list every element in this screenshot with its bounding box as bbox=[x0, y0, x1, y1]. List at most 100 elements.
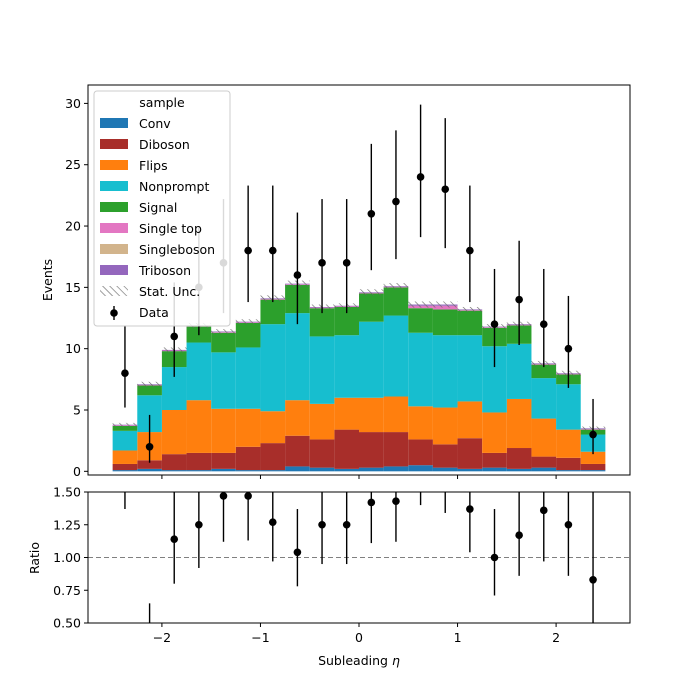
data-point bbox=[170, 332, 179, 341]
data-point bbox=[490, 320, 499, 328]
bar-diboson bbox=[408, 439, 433, 466]
ratio-point bbox=[515, 531, 523, 540]
bar-signal bbox=[531, 364, 557, 379]
bar-nonprompt bbox=[186, 342, 212, 401]
legend-label: Single top bbox=[139, 221, 202, 236]
legend-label: Flips bbox=[139, 158, 168, 173]
bar-conv bbox=[506, 468, 532, 472]
bar-conv bbox=[556, 470, 581, 472]
bar-diboson bbox=[235, 446, 261, 471]
data-point bbox=[121, 369, 129, 378]
y-tick-label: 10 bbox=[65, 341, 81, 356]
bar-flips bbox=[408, 406, 433, 440]
bar-nonprompt bbox=[506, 343, 532, 399]
legend-swatch bbox=[100, 139, 128, 149]
stat-unc-band bbox=[408, 301, 433, 308]
bar-diboson bbox=[211, 452, 236, 469]
bar-diboson bbox=[285, 435, 310, 467]
data-point bbox=[342, 259, 351, 267]
bar-flips bbox=[531, 418, 557, 457]
x-tick-label: −2 bbox=[153, 630, 171, 645]
main-plot-panel: 0 5 10 15 20 25 30 Events bbox=[40, 84, 631, 479]
bar-nonprompt bbox=[457, 335, 483, 402]
bar-conv bbox=[432, 467, 458, 472]
ratio-point bbox=[367, 498, 376, 507]
bar-diboson bbox=[334, 429, 359, 469]
bar-diboson bbox=[359, 432, 384, 468]
bar-nonprompt bbox=[112, 430, 138, 451]
x-axis-title: Subleading η bbox=[318, 653, 400, 668]
bar-signal bbox=[260, 299, 286, 325]
bar-flips bbox=[334, 397, 359, 430]
bar-diboson bbox=[112, 463, 138, 471]
bar-diboson bbox=[161, 454, 187, 471]
legend-swatch-stat-unc bbox=[100, 286, 128, 296]
y-tick-label: 25 bbox=[65, 157, 81, 172]
bar-conv bbox=[309, 467, 335, 472]
bar-flips bbox=[285, 400, 310, 436]
bar-flips bbox=[211, 408, 236, 453]
bar-signal bbox=[408, 308, 433, 333]
stat-unc-band bbox=[235, 319, 261, 325]
bar-flips bbox=[161, 410, 187, 455]
bar-conv bbox=[186, 470, 212, 472]
stat-unc-band bbox=[112, 422, 138, 427]
bar-signal bbox=[359, 293, 384, 322]
y-tick-label: 0 bbox=[73, 464, 81, 479]
bar-diboson bbox=[137, 460, 162, 469]
x-tick-label: 1 bbox=[454, 630, 462, 645]
bar-nonprompt bbox=[432, 335, 458, 408]
bar-nonprompt bbox=[408, 332, 433, 407]
ratio-point bbox=[564, 520, 573, 529]
bar-conv bbox=[211, 468, 236, 472]
bar-conv bbox=[457, 468, 483, 472]
bar-conv bbox=[408, 465, 433, 472]
bar-signal bbox=[457, 310, 483, 336]
bar-flips bbox=[457, 401, 483, 439]
legend-swatch bbox=[100, 244, 128, 254]
y-tick-label: 5 bbox=[73, 403, 81, 418]
bar-flips bbox=[580, 451, 606, 464]
ratio-point bbox=[490, 553, 499, 562]
bar-conv bbox=[285, 466, 310, 472]
bar-signal bbox=[432, 309, 458, 336]
legend-label: Conv bbox=[139, 116, 171, 131]
bar-flips bbox=[186, 400, 212, 453]
data-point bbox=[367, 209, 376, 218]
bar-flips bbox=[309, 403, 335, 440]
ratio-point bbox=[219, 492, 228, 500]
bar-conv bbox=[482, 467, 507, 472]
y-tick-label: 20 bbox=[65, 219, 81, 234]
bar-diboson bbox=[309, 439, 335, 468]
legend-label: Signal bbox=[139, 200, 177, 215]
bar-nonprompt bbox=[309, 336, 335, 404]
ratio-point bbox=[318, 520, 326, 529]
legend-label: Stat. Unc. bbox=[139, 284, 200, 299]
bar-conv bbox=[112, 470, 138, 472]
data-point bbox=[145, 442, 154, 451]
bar-flips bbox=[506, 398, 532, 449]
data-point bbox=[466, 246, 474, 255]
bar-nonprompt bbox=[211, 352, 236, 409]
legend-label: Data bbox=[139, 305, 169, 320]
bar-conv bbox=[580, 470, 606, 472]
bar-diboson bbox=[383, 432, 409, 467]
ratio-point bbox=[589, 575, 597, 584]
bar-diboson bbox=[260, 443, 286, 471]
bar-conv bbox=[383, 466, 409, 472]
bar-flips bbox=[432, 407, 458, 445]
bar-signal bbox=[211, 332, 236, 353]
bar-conv bbox=[260, 470, 286, 472]
data-point bbox=[441, 185, 450, 194]
bar-nonprompt bbox=[285, 313, 310, 401]
x-axis-title-symbol: η bbox=[392, 653, 400, 668]
bar-flips bbox=[235, 408, 261, 447]
bar-nonprompt bbox=[260, 324, 286, 412]
x-axis-title-text: Subleading bbox=[318, 653, 388, 668]
legend-title: sample bbox=[139, 95, 185, 110]
data-point bbox=[416, 173, 425, 181]
bar-nonprompt bbox=[556, 384, 581, 430]
data-point bbox=[244, 246, 252, 255]
stat-unc-band bbox=[383, 283, 409, 290]
